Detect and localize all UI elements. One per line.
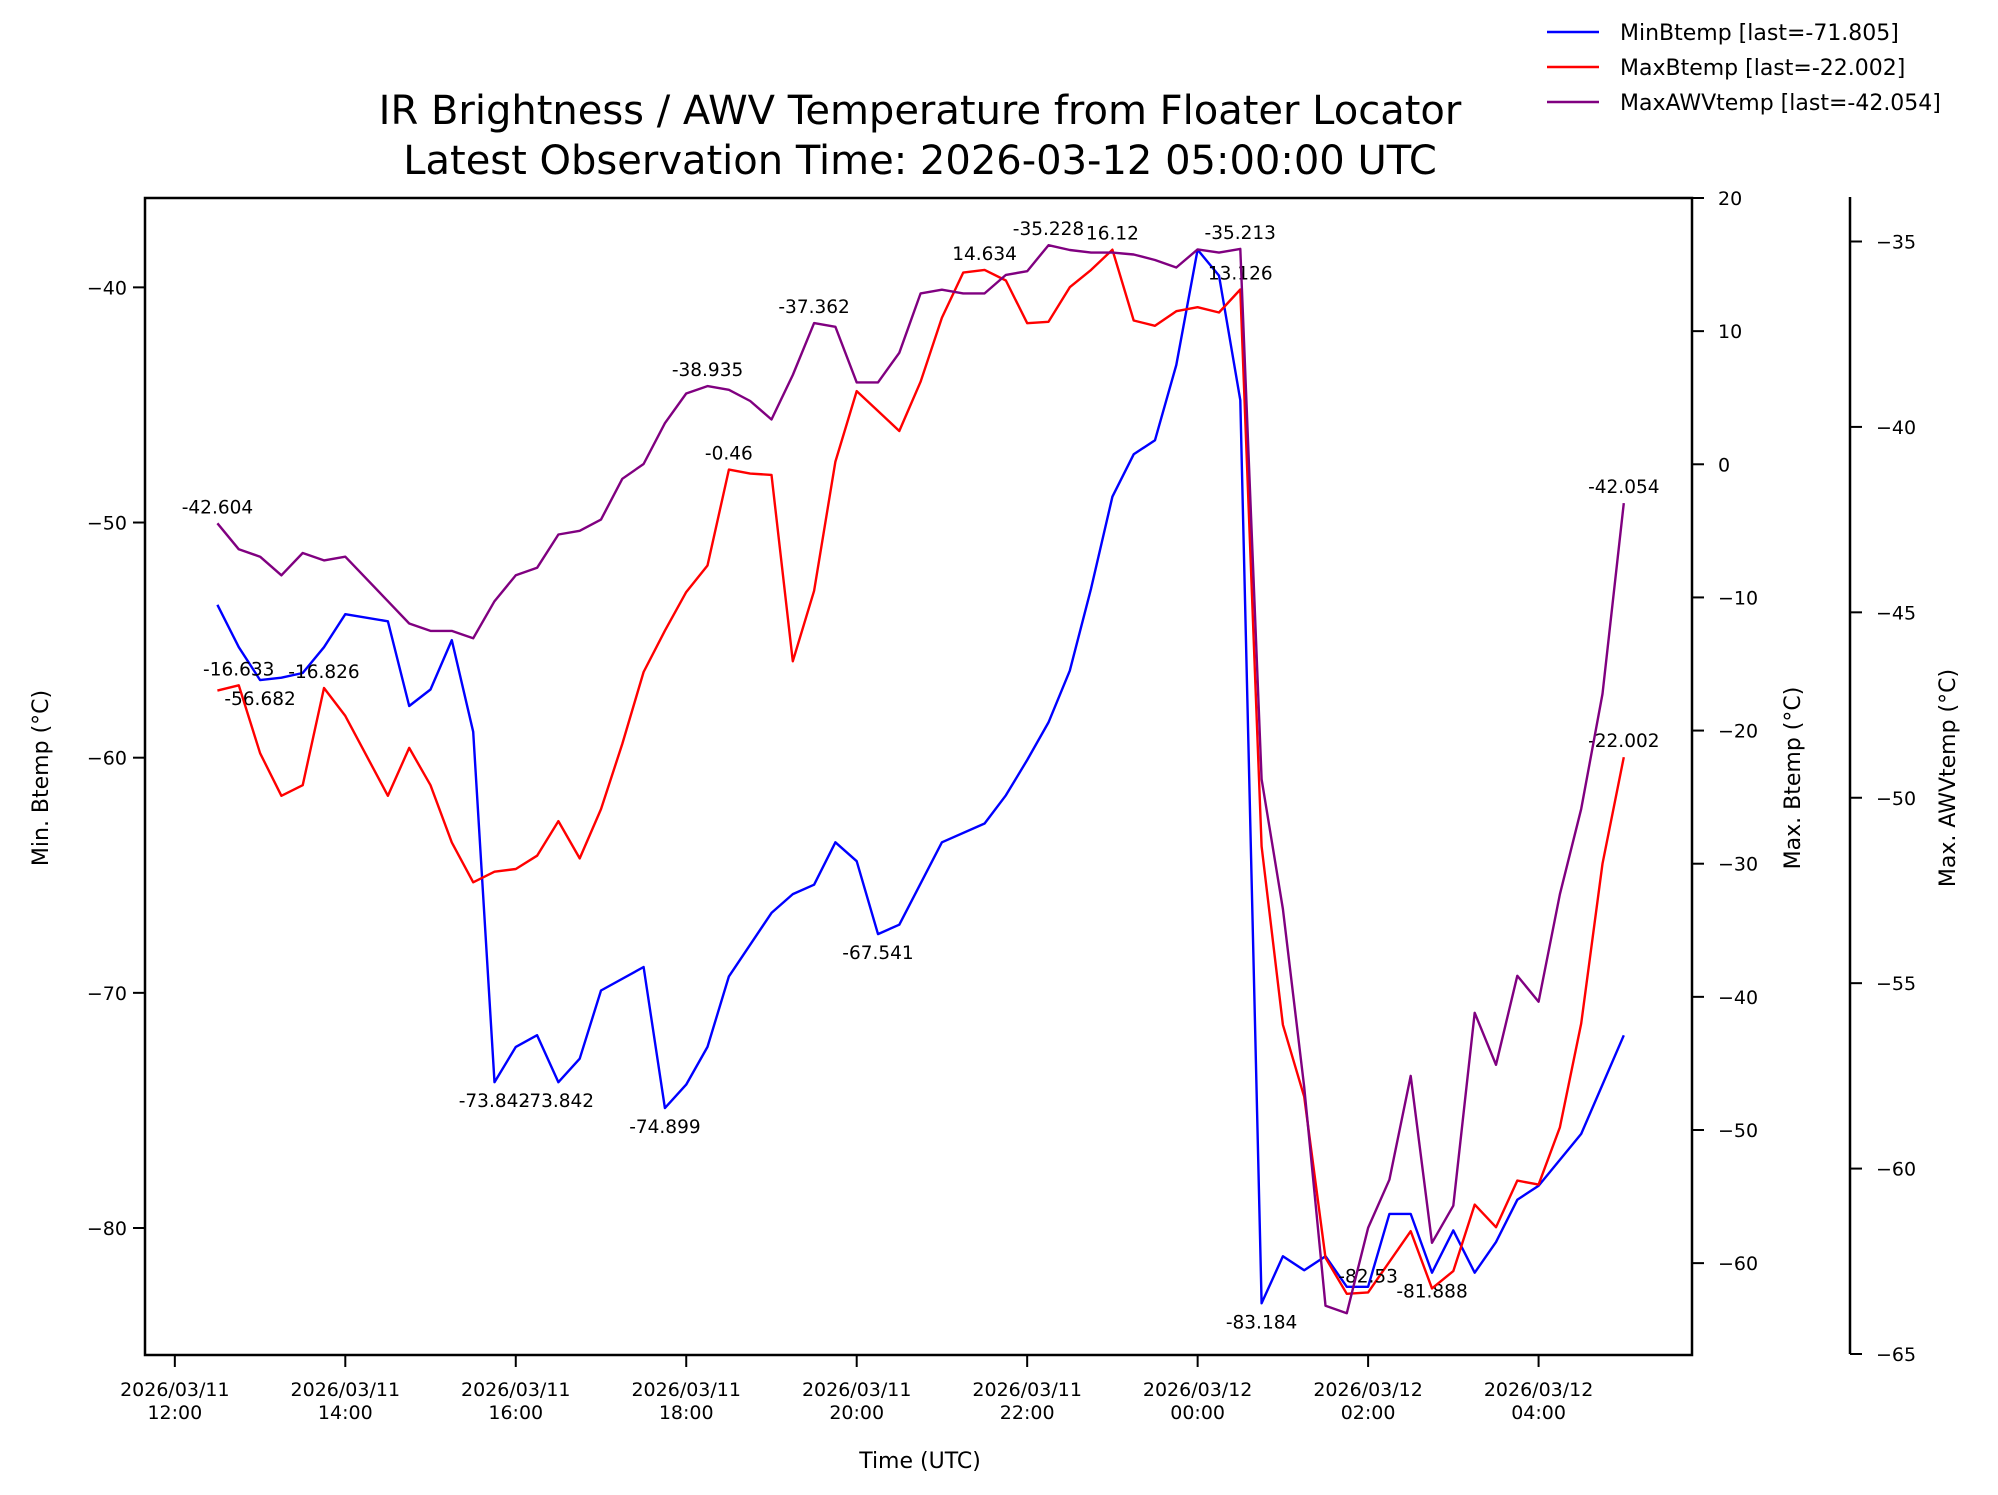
- data-label: -74.899: [629, 1117, 700, 1138]
- x-tick-label: 18:00: [659, 1402, 714, 1424]
- x-tick-label: 2026/03/11: [631, 1379, 741, 1401]
- y-tick-label-min: −80: [87, 1218, 127, 1240]
- y-axis-label-min: Min. Btemp (°C): [29, 690, 54, 866]
- data-label: -73.842: [459, 1091, 530, 1112]
- x-tick-label: 20:00: [829, 1402, 884, 1424]
- legend-entry-MaxBtemp: MaxBtemp [last=-22.002]: [1620, 56, 1905, 81]
- x-tick-label: 2026/03/11: [120, 1379, 230, 1401]
- series-line-MaxBtemp: [217, 248, 1625, 1296]
- data-label: -35.213: [1205, 223, 1276, 244]
- y-tick-label-awv: −55: [1876, 973, 1916, 995]
- data-label: -38.935: [672, 360, 743, 381]
- y-tick-label-min: −40: [87, 277, 127, 299]
- y-tick-label-max: 0: [1718, 454, 1730, 476]
- x-tick-label: 2026/03/11: [972, 1379, 1082, 1401]
- x-tick-label: 22:00: [1000, 1402, 1055, 1424]
- data-label: -56.682: [224, 689, 295, 710]
- y-tick-label-min: −70: [87, 983, 127, 1005]
- data-label: -0.46: [705, 444, 753, 465]
- x-tick-label: 2026/03/11: [461, 1379, 571, 1401]
- legend: MinBtemp [last=-71.805] MaxBtemp [last=-2…: [1547, 21, 1941, 116]
- x-tick-label: 12:00: [147, 1402, 202, 1424]
- y-axis-label-max: Max. Btemp (°C): [1781, 687, 1806, 870]
- x-tick-label: 02:00: [1341, 1402, 1396, 1424]
- y-tick-label-awv: −50: [1876, 788, 1916, 810]
- y-tick-label-max: −40: [1718, 987, 1758, 1009]
- data-label: 16.12: [1086, 224, 1139, 245]
- data-label: -83.184: [1226, 1312, 1297, 1333]
- data-label: -67.541: [842, 943, 913, 964]
- y-tick-label-max: −60: [1718, 1253, 1758, 1275]
- data-label: -16.633: [203, 659, 274, 680]
- y-tick-label-awv: −65: [1876, 1344, 1916, 1366]
- chart-title: IR Brightness / AWV Temperature from Flo…: [379, 88, 1462, 134]
- x-tick-label: 16:00: [488, 1402, 543, 1424]
- chart-subtitle: Latest Observation Time: 2026-03-12 05:0…: [403, 138, 1437, 184]
- data-label: -82.53: [1338, 1266, 1398, 1287]
- y-tick-label-min: −50: [87, 513, 127, 535]
- legend-entry-MaxAWVtemp: MaxAWVtemp [last=-42.054]: [1620, 91, 1941, 116]
- y-tick-label-awv: −60: [1876, 1159, 1916, 1181]
- series-line-MaxAWVtemp: [216, 243, 1625, 1315]
- data-label: -37.362: [778, 297, 849, 318]
- data-label: -35.228: [1013, 219, 1084, 240]
- data-label: -81.888: [1396, 1282, 1467, 1303]
- y-tick-label-max: −20: [1718, 721, 1758, 743]
- y-tick-label-awv: −35: [1876, 232, 1916, 254]
- y-tick-label-min: −60: [87, 748, 127, 770]
- x-tick-label: 2026/03/11: [802, 1379, 912, 1401]
- x-tick-label: 04:00: [1511, 1402, 1566, 1424]
- y-tick-label-max: 20: [1718, 188, 1742, 210]
- series-line-MinBtemp: [216, 248, 1625, 1305]
- x-tick-label: 2026/03/12: [1484, 1379, 1594, 1401]
- x-tick-label: 00:00: [1170, 1402, 1225, 1424]
- x-tick-label: 2026/03/12: [1143, 1379, 1253, 1401]
- data-label: -42.054: [1588, 477, 1659, 498]
- y-tick-label-max: 10: [1718, 321, 1742, 343]
- y-axis-label-awv: Max. AWVtemp (°C): [1936, 669, 1961, 887]
- y-tick-label-max: −50: [1718, 1120, 1758, 1142]
- plot-frame: [143, 196, 1694, 1357]
- y-tick-label-awv: −40: [1876, 417, 1916, 439]
- data-label: -73.842: [523, 1091, 594, 1112]
- x-axis-label: Time (UTC): [858, 1449, 981, 1474]
- legend-entry-MinBtemp: MinBtemp [last=-71.805]: [1620, 21, 1899, 46]
- data-label: -22.002: [1588, 731, 1659, 752]
- x-tick-label: 2026/03/11: [291, 1379, 401, 1401]
- x-tick-label: 14:00: [318, 1402, 373, 1424]
- y-tick-label-max: −30: [1718, 854, 1758, 876]
- x-tick-label: 2026/03/12: [1313, 1379, 1423, 1401]
- data-label: -42.604: [182, 497, 253, 518]
- data-label: 14.634: [952, 244, 1017, 265]
- y-tick-label-awv: −45: [1876, 602, 1916, 624]
- data-label: -16.826: [288, 662, 359, 683]
- y-tick-label-max: −10: [1718, 587, 1758, 609]
